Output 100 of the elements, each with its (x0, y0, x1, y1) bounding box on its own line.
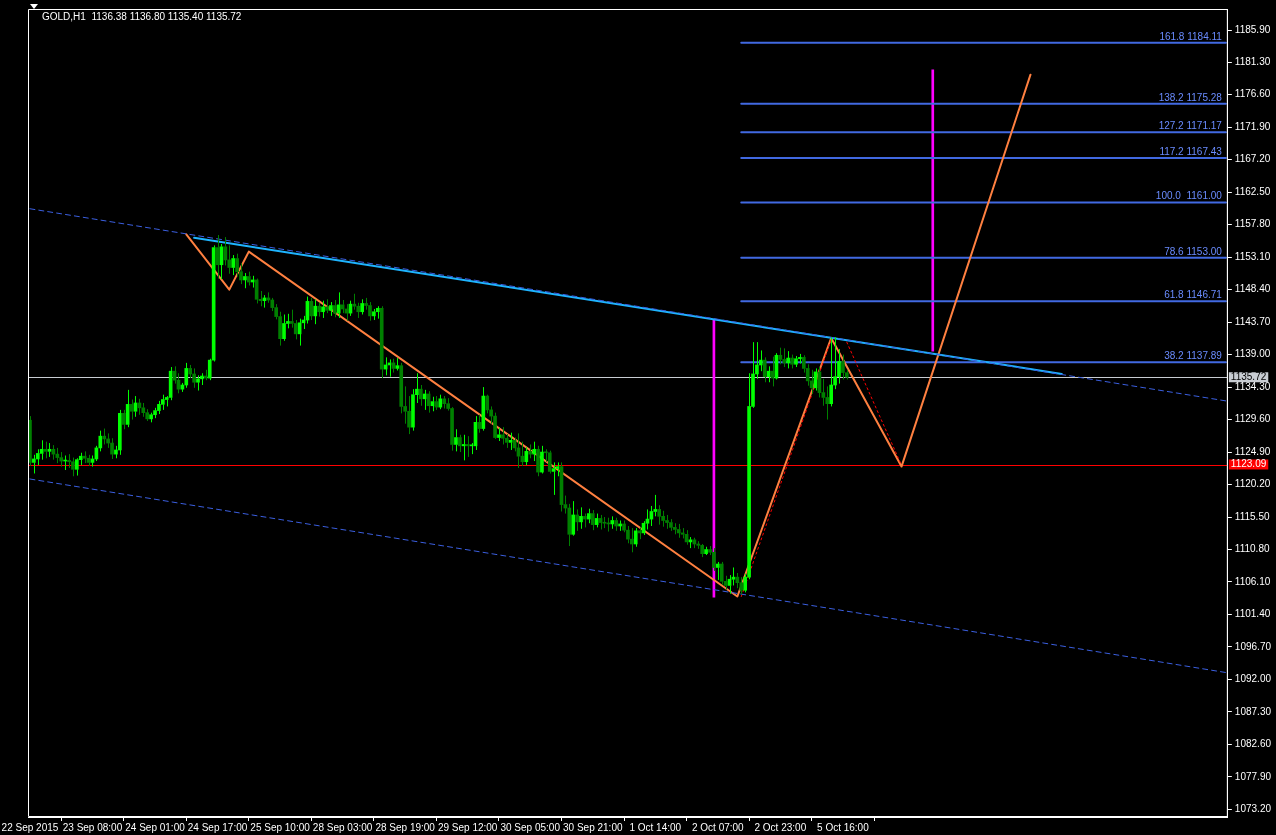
candlestick (422, 389, 427, 411)
candlestick (458, 434, 462, 453)
y-tick-label: 1120.20 (1234, 478, 1271, 490)
candlestick (461, 434, 466, 461)
candlestick (590, 509, 595, 531)
candlestick (798, 353, 802, 365)
candlestick (782, 347, 787, 368)
y-tick-label: 1082.60 (1234, 738, 1272, 750)
candlestick (841, 354, 845, 380)
x-tick-label: 22 Sep 2015 (1, 821, 59, 833)
candlestick (704, 546, 708, 554)
y-tick-label: 1139.00 (1234, 348, 1271, 360)
annotation: 100.0 1161.00 (1155, 190, 1223, 202)
candlestick (454, 428, 458, 452)
candlestick (75, 459, 79, 477)
candlestick (676, 523, 681, 539)
x-tick-label: 25 Sep 10:00 (250, 821, 311, 833)
candlestick (55, 447, 60, 464)
candlestick (418, 384, 423, 407)
candlestick (196, 374, 200, 392)
y-tick-label: 1181.30 (1234, 55, 1271, 67)
candlestick (575, 508, 579, 532)
y-tick-label: 1124.90 (1234, 445, 1271, 457)
y-tick-label: 1143.70 (1234, 315, 1271, 327)
ref-line-label: 1135.72 (1230, 371, 1267, 383)
x-tick-label: 5 Oct 16:00 (817, 821, 870, 833)
candlestick (67, 453, 71, 469)
candlestick (633, 527, 638, 548)
candlestick (715, 561, 720, 581)
y-tick-label: 1129.60 (1234, 413, 1271, 425)
candlestick (583, 513, 587, 528)
candlestick (317, 302, 321, 318)
candlestick (712, 547, 716, 572)
candlestick (696, 540, 701, 550)
candlestick (786, 350, 790, 369)
candlestick (719, 561, 724, 586)
y-tick-label: 1176.60 (1234, 88, 1271, 100)
candlestick (192, 367, 196, 389)
y-tick-label: 1185.90 (1234, 24, 1271, 36)
candlestick (321, 300, 325, 319)
y-tick-label: 1153.10 (1234, 250, 1271, 262)
x-tick-label: 24 Sep 01:00 (125, 821, 186, 833)
candlestick (438, 394, 443, 410)
y-tick-label: 1134.30 (1234, 380, 1271, 392)
candlestick (587, 508, 591, 524)
candlestick (673, 522, 677, 535)
candlestick (141, 402, 146, 418)
candlestick (665, 514, 669, 530)
annotation: 127.2 1171.17 (1158, 119, 1223, 131)
candlestick (375, 305, 380, 320)
y-tick-label: 1157.80 (1234, 218, 1271, 230)
candlestick (508, 432, 513, 451)
candlestick (829, 336, 833, 407)
annotation: 161.8 1184.11 (1159, 30, 1223, 42)
y-tick-label: 1092.00 (1234, 673, 1272, 685)
candlestick (379, 305, 384, 379)
x-tick-label: 29 Sep 12:00 (437, 821, 498, 833)
candlestick (71, 457, 75, 477)
annotation: 78.6 1153.00 (1164, 245, 1223, 257)
candlestick (372, 308, 376, 321)
x-tick-label: 30 Sep 21:00 (563, 821, 623, 833)
x-tick-label: 28 Sep 03:00 (312, 821, 373, 833)
x-tick-label: 1 Oct 14:00 (629, 821, 682, 833)
candlestick (329, 301, 333, 317)
x-tick-label: 28 Sep 19:00 (375, 821, 436, 833)
y-tick-label: 1148.40 (1234, 283, 1271, 295)
x-tick-label: 2 Oct 07:00 (691, 821, 745, 833)
ref-line-label: 1123.09 (1230, 458, 1267, 470)
candlestick (32, 454, 36, 474)
annotation: 117.2 1167.43 (1159, 145, 1223, 157)
candlestick (121, 409, 126, 430)
candlestick (110, 437, 114, 460)
y-tick-label: 1096.70 (1234, 640, 1272, 652)
y-tick-label: 1073.20 (1234, 803, 1272, 815)
x-tick-label: 2 Oct 23:00 (754, 821, 807, 833)
x-tick-label: 24 Sep 17:00 (187, 821, 248, 833)
candlestick (368, 301, 372, 322)
candlestick (411, 388, 415, 432)
candlestick (630, 527, 634, 553)
y-tick-label: 1110.80 (1234, 543, 1270, 555)
y-tick-label: 1162.50 (1234, 185, 1271, 197)
y-tick-label: 1101.40 (1234, 608, 1271, 620)
y-tick-label: 1167.20 (1234, 153, 1271, 165)
y-tick-label: 1087.30 (1234, 705, 1272, 717)
candlestick (325, 298, 329, 314)
candlestick (501, 426, 505, 445)
annotation: 138.2 1175.28 (1158, 91, 1223, 103)
y-tick-label: 1106.10 (1234, 575, 1271, 587)
candlestick (465, 435, 470, 458)
candlestick (336, 291, 341, 319)
x-tick-label: 30 Sep 05:00 (500, 821, 561, 833)
candlestick (497, 427, 501, 442)
candlestick (332, 299, 337, 318)
candlestick (235, 253, 239, 277)
candlestick (739, 576, 744, 595)
candlestick (282, 314, 286, 342)
candlestick (243, 272, 247, 289)
y-tick-label: 1115.50 (1234, 510, 1270, 522)
candlestick (579, 506, 583, 530)
candlestick (669, 518, 673, 532)
